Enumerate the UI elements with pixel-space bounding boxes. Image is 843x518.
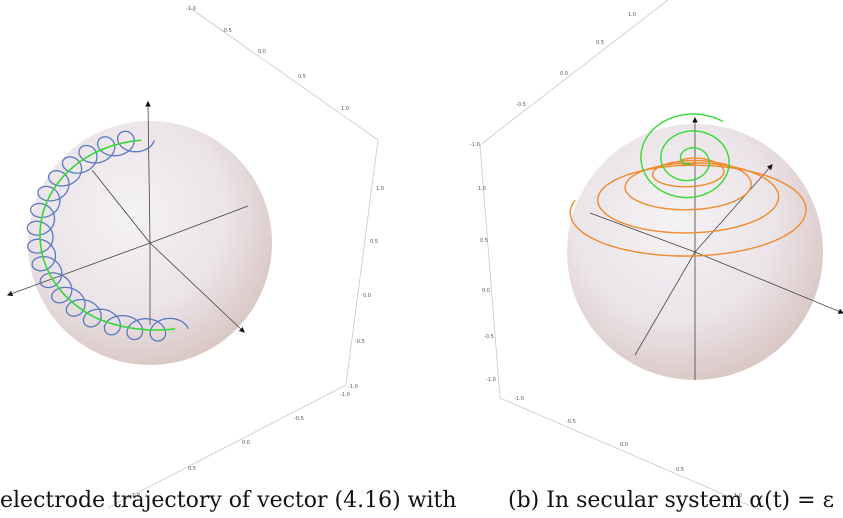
left-tick-top-4: 1.0 [341, 106, 349, 112]
left-tick-labels: -1.0 -0.5 0.0 0.5 1.0 1.0 0.5 0.0 -0.5 -… [132, 6, 384, 499]
right-tick-left-3: 0.0 [482, 288, 490, 294]
caption-left: electrode trajectory of vector (4.16) wi… [0, 488, 457, 513]
left-tick-right-0: 1.0 [376, 186, 384, 192]
left-tick-top-2: 0.0 [258, 49, 266, 55]
right-tick-top-2: 0.0 [560, 71, 568, 77]
left-tick-right-3: -0.5 [355, 339, 365, 345]
right-tick-left-1: 1.0 [478, 186, 486, 192]
left-tick-top-3: 0.5 [298, 74, 306, 80]
right-tick-bottom-3: 0.5 [676, 467, 684, 473]
right-tick-bottom-2: 0.0 [620, 442, 628, 448]
caption-right: (b) In secular system α(t) = ε [508, 488, 834, 513]
right-tick-left-5: -1.0 [486, 377, 496, 383]
left-tick-right-2: 0.0 [363, 293, 371, 299]
right-axes [589, 116, 843, 380]
right-tick-left-2: 0.5 [480, 238, 488, 244]
right-tick-labels: 1.0 0.5 0.0 -0.5 -1.0 1.0 0.5 0.0 -0.5 -… [470, 12, 742, 499]
right-tick-bottom-4: 1.0 [734, 493, 742, 499]
right-tick-top-0: 1.0 [628, 12, 636, 18]
left-tick-bottom-4: 1.0 [132, 493, 140, 499]
left-axes [6, 100, 249, 333]
left-tick-right-4: -1.0 [348, 384, 358, 390]
left-bounding-box [107, 7, 379, 509]
right-tick-top-1: 0.5 [596, 40, 604, 46]
left-green-guide-curve [39, 139, 176, 331]
right-panel: 1.0 0.5 0.0 -0.5 -1.0 1.0 0.5 0.0 -0.5 -… [470, 0, 843, 511]
right-orange-spiral-curve [569, 157, 807, 257]
left-panel: -1.0 -0.5 0.0 0.5 1.0 1.0 0.5 0.0 -0.5 -… [6, 6, 384, 509]
left-tick-top-1: -0.5 [222, 28, 232, 34]
left-tick-top-0: -1.0 [186, 6, 196, 12]
right-tick-top-4: -1.0 [470, 142, 480, 148]
left-tick-bottom-2: 0.0 [242, 440, 250, 446]
right-green-spiral-curve [640, 113, 730, 199]
right-tick-bottom-1: -0.5 [566, 419, 576, 425]
right-tick-bottom-0: -1.0 [514, 396, 524, 402]
right-tick-left-4: -0.5 [484, 334, 494, 340]
left-tick-bottom-3: 0.5 [188, 466, 196, 472]
left-tick-bottom-0: -1.0 [340, 392, 350, 398]
left-tick-bottom-1: -0.5 [294, 416, 304, 422]
right-tick-top-3: -0.5 [516, 102, 526, 108]
left-tick-right-1: 0.5 [370, 239, 378, 245]
right-bounding-box [479, 0, 761, 511]
left-blue-helix-curve [26, 130, 189, 342]
